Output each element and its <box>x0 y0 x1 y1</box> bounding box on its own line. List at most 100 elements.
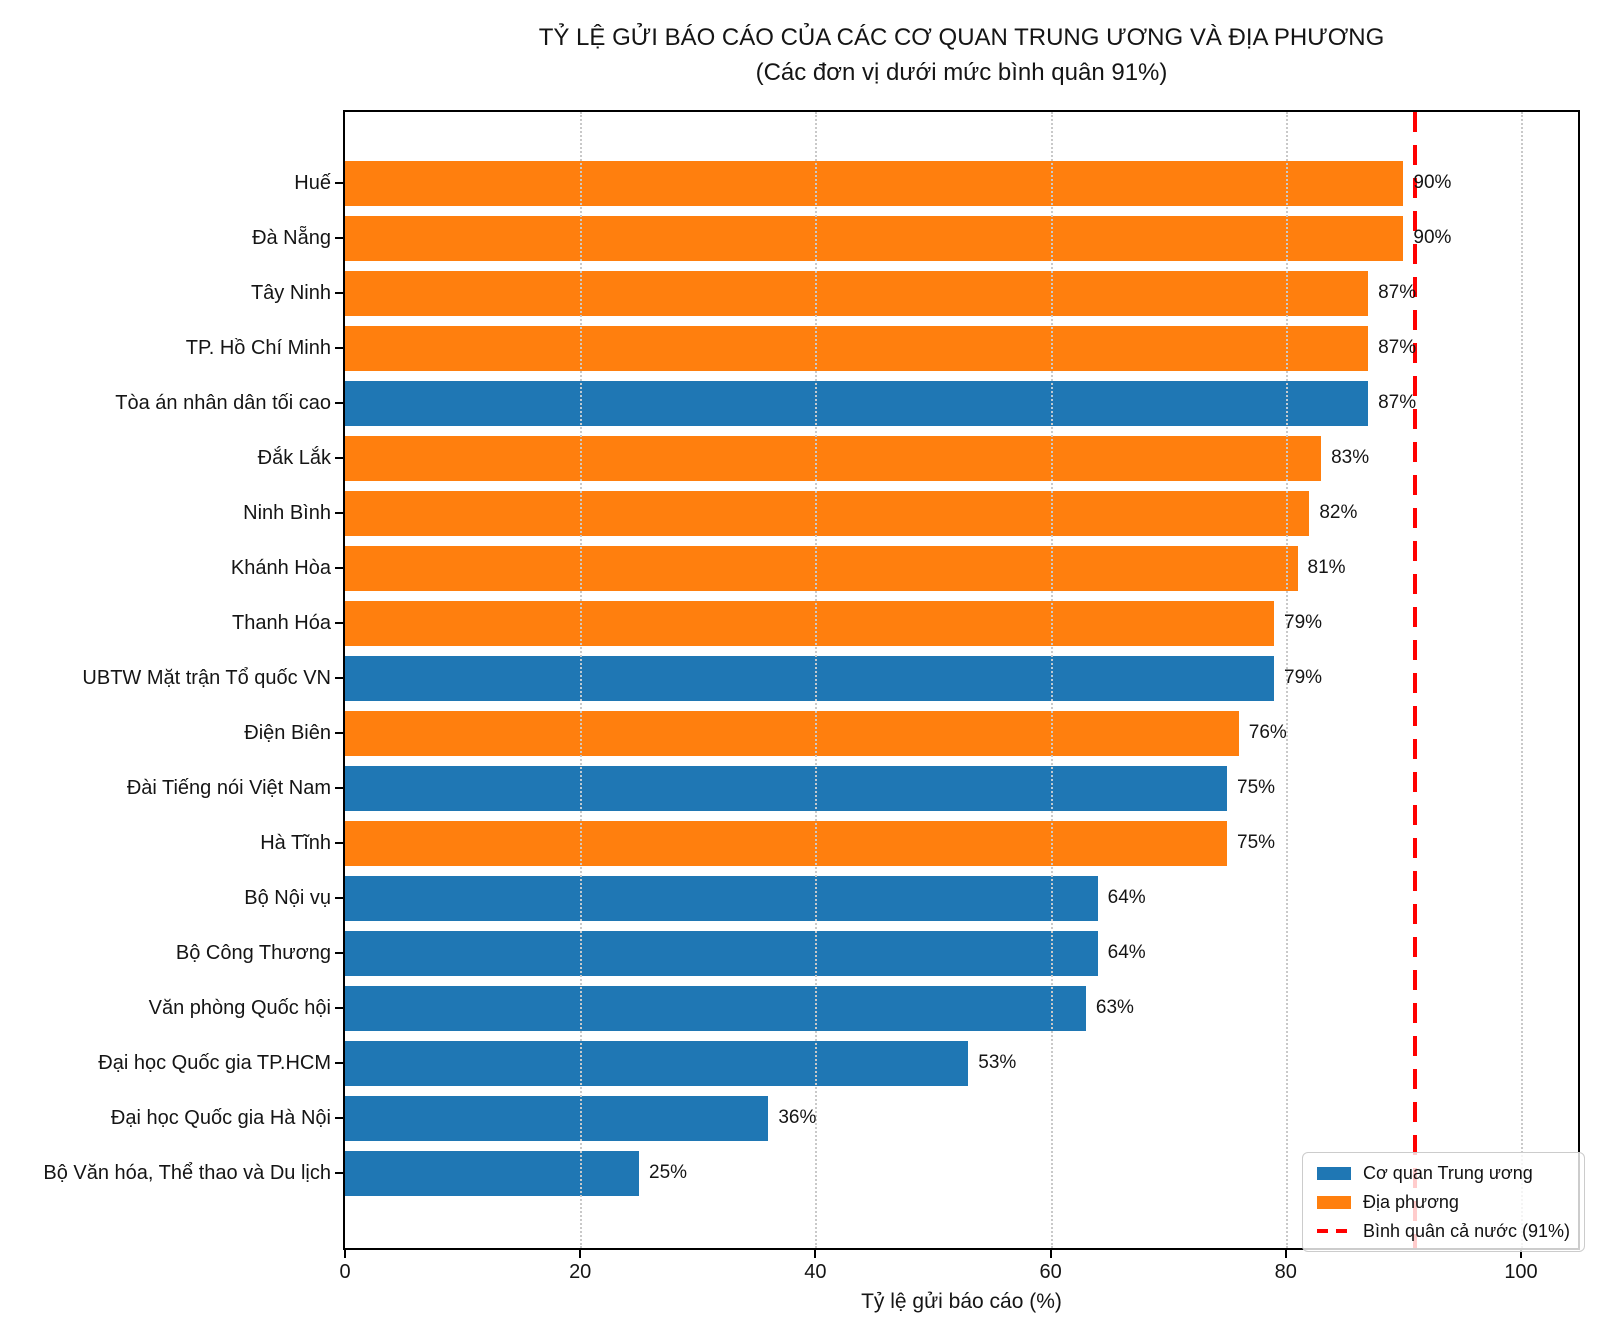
bar-2 <box>345 270 1369 316</box>
grid-line-80 <box>1285 112 1288 1248</box>
chart-title: TỶ LỆ GỬI BÁO CÁO CỦA CÁC CƠ QUAN TRUNG … <box>345 20 1578 90</box>
bar-6 <box>345 490 1310 536</box>
bar-value-label-3: 87% <box>1378 337 1417 358</box>
y-tick-2 <box>335 292 343 294</box>
y-tick-16 <box>335 1062 343 1064</box>
bar-14 <box>345 930 1098 976</box>
bar-18 <box>345 1150 639 1196</box>
bar-value-label-2: 87% <box>1378 282 1417 303</box>
chart-title-line1: TỶ LỆ GỬI BÁO CÁO CỦA CÁC CƠ QUAN TRUNG … <box>538 24 1385 51</box>
y-tick-label-8: Thanh Hóa <box>232 612 331 634</box>
legend-label-central: Cơ quan Trung ương <box>1363 1162 1533 1183</box>
bar-value-label-8: 79% <box>1284 612 1323 633</box>
bar-value-label-10: 76% <box>1248 722 1287 743</box>
y-tick-label-1: Đà Nẵng <box>252 227 331 249</box>
grid-line-100 <box>1521 112 1523 1248</box>
legend-label-local: Địa phương <box>1363 1191 1459 1212</box>
bar-value-label-7: 81% <box>1307 557 1346 578</box>
bar-16 <box>345 1040 969 1086</box>
bar-1 <box>345 215 1404 261</box>
y-tick-12 <box>335 842 343 844</box>
y-tick-0 <box>335 182 343 184</box>
bar-value-label-13: 64% <box>1107 887 1146 908</box>
y-tick-10 <box>335 732 343 734</box>
y-tick-3 <box>335 347 343 349</box>
y-tick-label-13: Bộ Nội vụ <box>244 887 331 909</box>
x-tick-label-100: 100 <box>1504 1261 1538 1283</box>
bar-0 <box>345 160 1404 206</box>
x-tick-label-40: 40 <box>804 1261 827 1283</box>
y-tick-label-16: Đại học Quốc gia TP.HCM <box>98 1052 331 1074</box>
legend-swatch-central <box>1317 1166 1351 1180</box>
y-tick-9 <box>335 677 343 679</box>
x-tick-80 <box>1284 1250 1287 1258</box>
y-tick-1 <box>335 237 343 239</box>
x-tick-40 <box>814 1250 817 1258</box>
grid-line-60 <box>1050 112 1053 1248</box>
y-tick-label-12: Hà Tĩnh <box>260 832 331 854</box>
y-tick-6 <box>335 512 343 514</box>
bar-7 <box>345 545 1298 591</box>
plot-area: 90% 90% 87% 87% 87% 83% 82% 81% 79% 79% 76% 75% 75% 6… <box>343 110 1580 1250</box>
y-tick-label-18: Bộ Văn hóa, Thể thao và Du lịch <box>43 1162 331 1184</box>
y-tick-label-17: Đại học Quốc gia Hà Nội <box>110 1107 331 1129</box>
bar-value-label-18: 25% <box>649 1162 688 1183</box>
bar-8 <box>345 600 1275 646</box>
bar-15 <box>345 985 1086 1031</box>
legend-label-average: Bình quân cả nước (91%) <box>1363 1220 1570 1241</box>
legend-row-local: Địa phương <box>1317 1190 1570 1214</box>
x-tick-label-80: 80 <box>1274 1261 1297 1283</box>
bar-12 <box>345 820 1227 866</box>
y-tick-17 <box>335 1117 343 1119</box>
bar-10 <box>345 710 1239 756</box>
y-tick-18 <box>335 1172 343 1174</box>
grid-line-20 <box>580 112 583 1248</box>
y-tick-label-7: Khánh Hòa <box>230 557 331 579</box>
bar-3 <box>345 325 1369 371</box>
x-tick-label-20: 20 <box>569 1261 592 1283</box>
y-tick-label-11: Đài Tiếng nói Việt Nam <box>126 777 331 799</box>
y-tick-label-15: Văn phòng Quốc hội <box>148 997 331 1019</box>
bar-value-label-16: 53% <box>978 1052 1017 1073</box>
bar-value-label-17: 36% <box>778 1107 817 1128</box>
bar-13 <box>345 875 1098 921</box>
grid-line-40 <box>815 112 818 1248</box>
bar-11 <box>345 765 1227 811</box>
y-tick-15 <box>335 1007 343 1009</box>
bar-value-label-4: 87% <box>1378 392 1417 413</box>
y-tick-label-3: TP. Hồ Chí Minh <box>185 337 331 359</box>
y-tick-label-4: Tòa án nhân dân tối cao <box>115 392 331 414</box>
bar-value-label-0: 90% <box>1413 172 1452 193</box>
legend-dashed-line-swatch <box>1317 1229 1351 1233</box>
legend-swatch-local <box>1317 1195 1351 1209</box>
x-axis-title: Tỷ lệ gửi báo cáo (%) <box>861 1290 1062 1313</box>
bar-value-label-1: 90% <box>1413 227 1452 248</box>
x-tick-20 <box>579 1250 582 1258</box>
bar-value-label-15: 63% <box>1095 997 1134 1018</box>
y-tick-label-10: Điện Biên <box>244 722 331 744</box>
x-tick-label-0: 0 <box>339 1261 351 1283</box>
x-tick-100 <box>1520 1250 1522 1258</box>
y-tick-label-6: Ninh Bình <box>243 502 331 524</box>
x-tick-60 <box>1049 1250 1052 1258</box>
y-tick-4 <box>335 402 343 404</box>
y-tick-5 <box>335 457 343 459</box>
y-tick-label-0: Huế <box>294 172 331 194</box>
y-tick-7 <box>335 567 343 569</box>
y-tick-14 <box>335 952 343 954</box>
bar-value-label-9: 79% <box>1284 667 1323 688</box>
legend-row-average: Bình quân cả nước (91%) <box>1317 1219 1570 1243</box>
bar-value-label-5: 83% <box>1331 447 1370 468</box>
y-tick-8 <box>335 622 343 624</box>
bar-5 <box>345 435 1322 481</box>
y-tick-label-9: UBTW Mặt trận Tổ quốc VN <box>82 667 331 689</box>
chart-title-line2: (Các đơn vị dưới mức bình quân 91%) <box>755 59 1168 86</box>
legend: Cơ quan Trung ương Địa phương Bình quân … <box>1302 1152 1585 1252</box>
y-tick-11 <box>335 787 343 789</box>
bar-17 <box>345 1095 769 1141</box>
reference-line-average <box>1413 112 1418 1248</box>
y-tick-label-2: Tây Ninh <box>250 282 331 304</box>
x-tick-0 <box>344 1250 346 1258</box>
bar-value-label-12: 75% <box>1237 832 1276 853</box>
